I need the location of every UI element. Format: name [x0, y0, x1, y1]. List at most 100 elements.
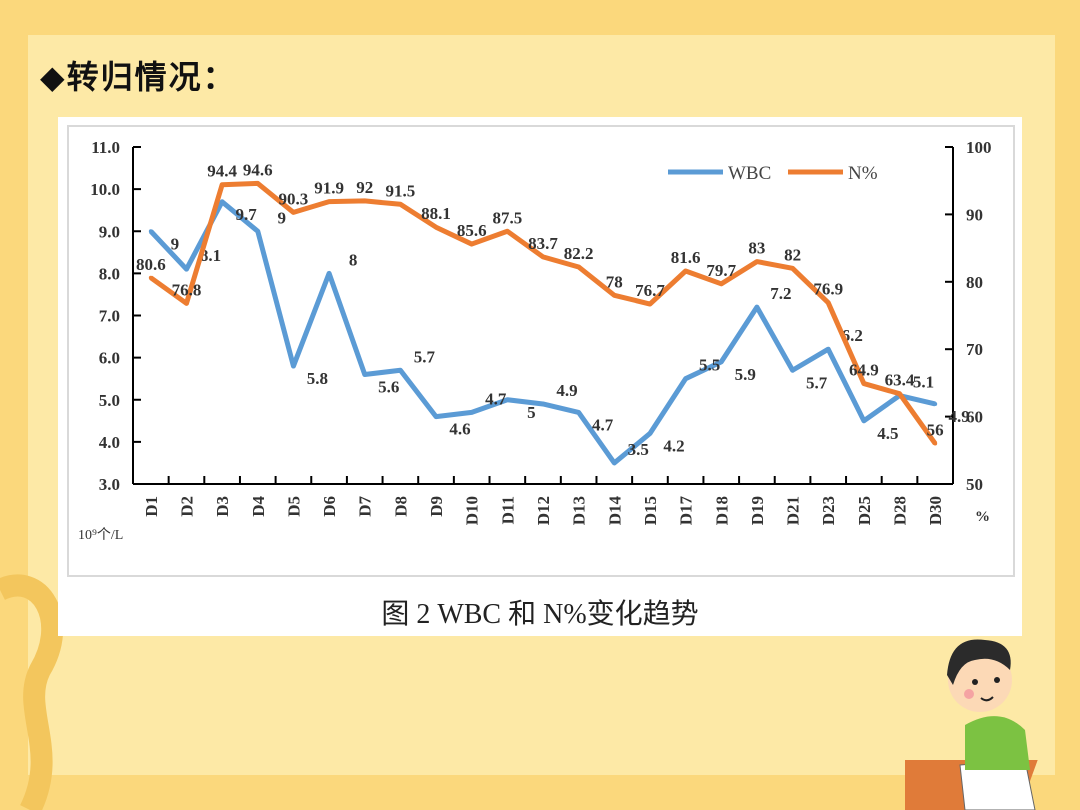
data-label: 83: [748, 239, 765, 258]
x-tick-label: D28: [891, 496, 910, 525]
data-label: 82.2: [564, 244, 594, 263]
legend-label: N%: [848, 163, 878, 184]
right-axis-unit: %: [975, 509, 990, 525]
data-point: [398, 202, 403, 207]
data-label: 63.4: [885, 371, 915, 390]
data-label: 85.6: [457, 221, 487, 240]
data-point: [826, 347, 831, 352]
data-point: [220, 182, 225, 187]
data-label: 88.1: [421, 204, 451, 223]
data-label: 5.7: [806, 373, 828, 392]
figure-caption: 图 2 WBC 和 N%变化趋势: [381, 599, 699, 630]
data-point: [861, 381, 866, 386]
data-label: 90.3: [279, 189, 309, 208]
data-label: 5.9: [735, 365, 756, 384]
wbc-n-chart: 3.0 4.0 5.0 6.0 7.0 8.0 9.0 10.0 11.0 50 60 70 80 90 1…: [78, 138, 992, 543]
data-label: 9: [171, 234, 180, 253]
data-point: [469, 242, 474, 247]
x-tick-label: D4: [249, 496, 268, 517]
left-tick-label: 10.0: [90, 180, 120, 199]
x-tick-label: D9: [427, 496, 446, 517]
data-label: 79.7: [706, 261, 736, 280]
x-tick-label: D7: [356, 496, 375, 517]
x-tick-label: D23: [819, 496, 838, 525]
chart-frame: [67, 125, 1015, 577]
x-tick-label: D17: [677, 496, 696, 526]
data-label: 5.8: [307, 369, 328, 388]
data-point: [647, 431, 652, 436]
x-tick-label: D13: [570, 496, 589, 525]
x-tick-label: D3: [213, 496, 232, 517]
data-label: 76.8: [172, 280, 202, 299]
left-tick-label: 9.0: [99, 222, 120, 241]
data-point: [184, 267, 189, 272]
data-label: 5.6: [378, 377, 399, 396]
x-tick-label: D19: [748, 496, 767, 525]
data-label: 4.9: [556, 381, 577, 400]
decorative-swirl: [0, 574, 64, 810]
data-point: [362, 198, 367, 203]
data-point: [719, 359, 724, 364]
data-point: [327, 199, 332, 204]
data-point: [505, 229, 510, 234]
data-label: 56: [927, 421, 944, 440]
data-point: [327, 271, 332, 276]
figure-panel: 3.0 4.0 5.0 6.0 7.0 8.0 9.0 10.0 11.0 50 60 70 80 90 1…: [58, 117, 1022, 636]
left-tick-label: 5.0: [99, 391, 120, 410]
data-point: [576, 410, 581, 415]
data-label: 4.6: [449, 420, 470, 439]
data-label: 9: [278, 208, 287, 227]
data-point: [576, 264, 581, 269]
data-point: [826, 300, 831, 305]
data-point: [861, 418, 866, 423]
data-label: 4.5: [877, 424, 898, 443]
left-axis-unit: 10⁹个/L: [78, 527, 123, 543]
data-label: 78: [606, 272, 623, 291]
data-label: 91.9: [314, 179, 344, 198]
data-label: 4.9: [949, 407, 970, 426]
x-tick-label: D6: [320, 496, 339, 517]
data-label: 8.1: [200, 246, 221, 265]
data-point: [790, 368, 795, 373]
data-point: [505, 397, 510, 402]
data-point: [612, 460, 617, 465]
x-tick-label: D11: [498, 496, 517, 524]
data-point: [255, 229, 260, 234]
data-point: [469, 410, 474, 415]
data-label: 4.7: [485, 389, 507, 408]
x-tick-label: D1: [142, 496, 161, 517]
data-point: [612, 293, 617, 298]
data-label: 64.9: [849, 361, 879, 380]
legend-label: WBC: [728, 163, 771, 184]
data-point: [541, 401, 545, 406]
data-point: [754, 259, 759, 264]
x-tick-label: D8: [391, 496, 410, 517]
left-tick-label: 6.0: [99, 349, 120, 368]
data-point: [148, 275, 153, 280]
x-tick-label: D5: [284, 496, 303, 517]
data-label: 80.6: [136, 255, 166, 274]
x-tick-label: D2: [177, 496, 196, 517]
left-tick-label: 8.0: [99, 264, 120, 283]
data-point: [683, 269, 688, 274]
data-point: [647, 302, 652, 307]
data-label: 82: [784, 245, 801, 264]
data-point: [790, 266, 795, 271]
data-label: 81.6: [671, 248, 701, 267]
data-label: 5.7: [414, 347, 436, 366]
data-point: [291, 364, 296, 369]
data-point: [933, 441, 938, 446]
data-label: 76.9: [813, 280, 843, 299]
data-label: 9.7: [236, 205, 258, 224]
data-point: [683, 376, 688, 381]
cartoon-boy-illustration: [905, 639, 1038, 810]
data-label: 5: [527, 403, 536, 422]
x-tick-label: D12: [534, 496, 553, 525]
data-point: [398, 368, 403, 373]
data-point: [291, 210, 296, 215]
x-tick-label: D21: [784, 496, 803, 525]
data-point: [220, 199, 225, 204]
right-tick-label: 90: [966, 205, 983, 224]
data-point: [184, 301, 189, 306]
right-tick-label: 100: [966, 138, 992, 157]
